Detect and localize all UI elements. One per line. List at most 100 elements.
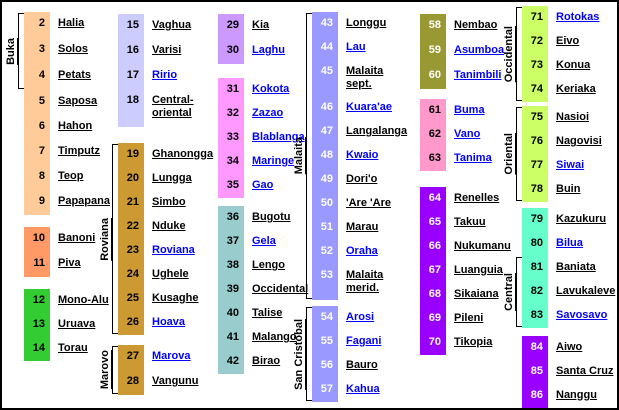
language-label[interactable]: Nagovisi bbox=[556, 135, 602, 147]
language-label[interactable]: Nasioi bbox=[556, 111, 590, 123]
group-gutter bbox=[4, 90, 24, 215]
entry-number: 75 bbox=[522, 106, 548, 130]
language-label[interactable]: Longgu bbox=[346, 17, 387, 29]
language-label[interactable]: Takuu bbox=[454, 216, 486, 228]
language-label[interactable]: Bugotu bbox=[252, 211, 291, 223]
language-link[interactable]: Ririo bbox=[152, 69, 178, 81]
language-label[interactable]: Marau bbox=[346, 221, 379, 233]
language-label[interactable]: Timputz bbox=[58, 145, 100, 157]
language-label[interactable]: Nembao bbox=[454, 19, 498, 31]
language-label[interactable]: Bauro bbox=[346, 359, 378, 371]
language-link[interactable]: Marova bbox=[152, 350, 191, 362]
language-label[interactable]: Petats bbox=[58, 69, 92, 81]
language-label[interactable]: Torau bbox=[58, 342, 88, 354]
language-link[interactable]: Tanimbili bbox=[454, 69, 502, 81]
language-label[interactable]: Nanggu bbox=[556, 389, 597, 401]
language-link[interactable]: Arosi bbox=[346, 311, 375, 323]
language-label[interactable]: Kusaghe bbox=[152, 292, 199, 304]
legend-entry: 83 Savosavo bbox=[522, 304, 615, 328]
language-label[interactable]: Nukumanu bbox=[454, 240, 511, 252]
language-label[interactable]: Renelles bbox=[454, 192, 500, 204]
language-label[interactable]: Keriaka bbox=[556, 83, 596, 95]
legend-column-4: Malaita 43 Longgu 44 Lau 45 Malaita sept. 46 Kua… bbox=[290, 12, 410, 402]
language-link[interactable]: Fagani bbox=[346, 335, 382, 347]
language-label[interactable]: 'Are 'Are bbox=[346, 197, 391, 209]
language-label[interactable]: Simbo bbox=[152, 196, 186, 208]
entry-rows: 84 Aiwo 85 Santa Cruz 86 Nanggu bbox=[522, 336, 613, 408]
legend-entry: 20 Lungga bbox=[118, 167, 213, 191]
entry-number: 46 bbox=[312, 96, 338, 120]
entry-number: 21 bbox=[118, 191, 144, 215]
language-label[interactable]: Vangunu bbox=[152, 375, 199, 387]
language-link[interactable]: Kahua bbox=[346, 383, 380, 395]
language-label[interactable]: Ughele bbox=[152, 268, 189, 280]
language-link[interactable]: Oraha bbox=[346, 245, 378, 257]
language-link[interactable]: Laghu bbox=[252, 44, 285, 56]
language-label[interactable]: Lavukaleve bbox=[556, 285, 616, 297]
legend-entry: 3 Solos bbox=[24, 38, 91, 64]
language-label[interactable]: Lungga bbox=[152, 172, 192, 184]
language-label[interactable]: Tikopia bbox=[454, 336, 493, 348]
group-gutter bbox=[4, 289, 24, 361]
language-label[interactable]: Pileni bbox=[454, 312, 484, 324]
language-label[interactable]: Luanguia bbox=[454, 264, 503, 276]
legend-entry: 73 Konua bbox=[522, 54, 599, 78]
language-label[interactable]: Mono-Alu bbox=[58, 294, 109, 306]
language-label[interactable]: Kazukuru bbox=[556, 213, 607, 225]
language-link[interactable]: Tanima bbox=[454, 152, 492, 164]
language-label[interactable]: Nduke bbox=[152, 220, 186, 232]
language-link[interactable]: Vano bbox=[454, 128, 481, 140]
language-label[interactable]: Hahon bbox=[58, 120, 93, 132]
language-link[interactable]: Kwaio bbox=[346, 149, 379, 161]
language-label[interactable]: Uruava bbox=[58, 318, 96, 330]
legend-entry: 80 Bilua bbox=[522, 232, 606, 256]
language-label[interactable]: Buin bbox=[556, 183, 581, 195]
language-label[interactable]: Central-oriental bbox=[152, 94, 194, 119]
language-label[interactable]: Banoni bbox=[58, 232, 96, 244]
language-link[interactable]: Gela bbox=[252, 235, 276, 247]
language-label[interactable]: Halia bbox=[58, 17, 85, 29]
language-link[interactable]: Siwai bbox=[556, 159, 585, 171]
language-label[interactable]: Talise bbox=[252, 307, 283, 319]
language-link[interactable]: Asumboa bbox=[454, 44, 505, 56]
language-label[interactable]: Baniata bbox=[556, 261, 596, 273]
language-label[interactable]: Santa Cruz bbox=[556, 365, 614, 377]
language-label[interactable]: Malango bbox=[252, 331, 297, 343]
language-label[interactable]: Ghanongga bbox=[152, 148, 214, 160]
legend-entry: 14 Torau bbox=[24, 337, 109, 361]
entry-number: 45 bbox=[312, 60, 338, 96]
language-label[interactable]: Dori'o bbox=[346, 173, 378, 185]
language-link[interactable]: Hoava bbox=[152, 316, 186, 328]
language-label[interactable]: Varisi bbox=[152, 44, 182, 56]
language-label[interactable]: Konua bbox=[556, 59, 591, 71]
language-label[interactable]: Malaita sept. bbox=[346, 65, 384, 90]
language-link[interactable]: Roviana bbox=[152, 244, 195, 256]
language-link[interactable]: Lau bbox=[346, 41, 366, 53]
language-link[interactable]: Zazao bbox=[252, 107, 284, 119]
language-label[interactable]: Teop bbox=[58, 170, 84, 182]
language-link[interactable]: Kuara'ae bbox=[346, 101, 393, 113]
language-link[interactable]: Rotokas bbox=[556, 11, 600, 23]
language-label[interactable]: Papapana bbox=[58, 195, 110, 207]
language-label[interactable]: Sikaiana bbox=[454, 288, 499, 300]
language-link[interactable]: Buma bbox=[454, 104, 485, 116]
language-label[interactable]: Lengo bbox=[252, 259, 285, 271]
language-link[interactable]: Kokota bbox=[252, 83, 290, 95]
legend-entry: 39 Occidental bbox=[218, 278, 308, 302]
language-link[interactable]: Blablanga bbox=[252, 131, 305, 143]
language-label[interactable]: Eivo bbox=[556, 35, 580, 47]
language-label[interactable]: Malaita merid. bbox=[346, 269, 384, 294]
language-label[interactable]: Vaghua bbox=[152, 19, 192, 31]
language-link[interactable]: Gao bbox=[252, 179, 274, 191]
language-label[interactable]: Aiwo bbox=[556, 341, 583, 353]
language-label[interactable]: Kia bbox=[252, 19, 270, 31]
language-link[interactable]: Maringe bbox=[252, 155, 295, 167]
language-label[interactable]: Occidental bbox=[252, 283, 309, 295]
language-label[interactable]: Birao bbox=[252, 355, 281, 367]
language-label[interactable]: Langalanga bbox=[346, 125, 408, 137]
language-link[interactable]: Savosavo bbox=[556, 309, 608, 321]
language-link[interactable]: Bilua bbox=[556, 237, 583, 249]
language-label[interactable]: Piva bbox=[58, 257, 81, 269]
language-label[interactable]: Solos bbox=[58, 43, 88, 55]
language-label[interactable]: Saposa bbox=[58, 95, 98, 107]
